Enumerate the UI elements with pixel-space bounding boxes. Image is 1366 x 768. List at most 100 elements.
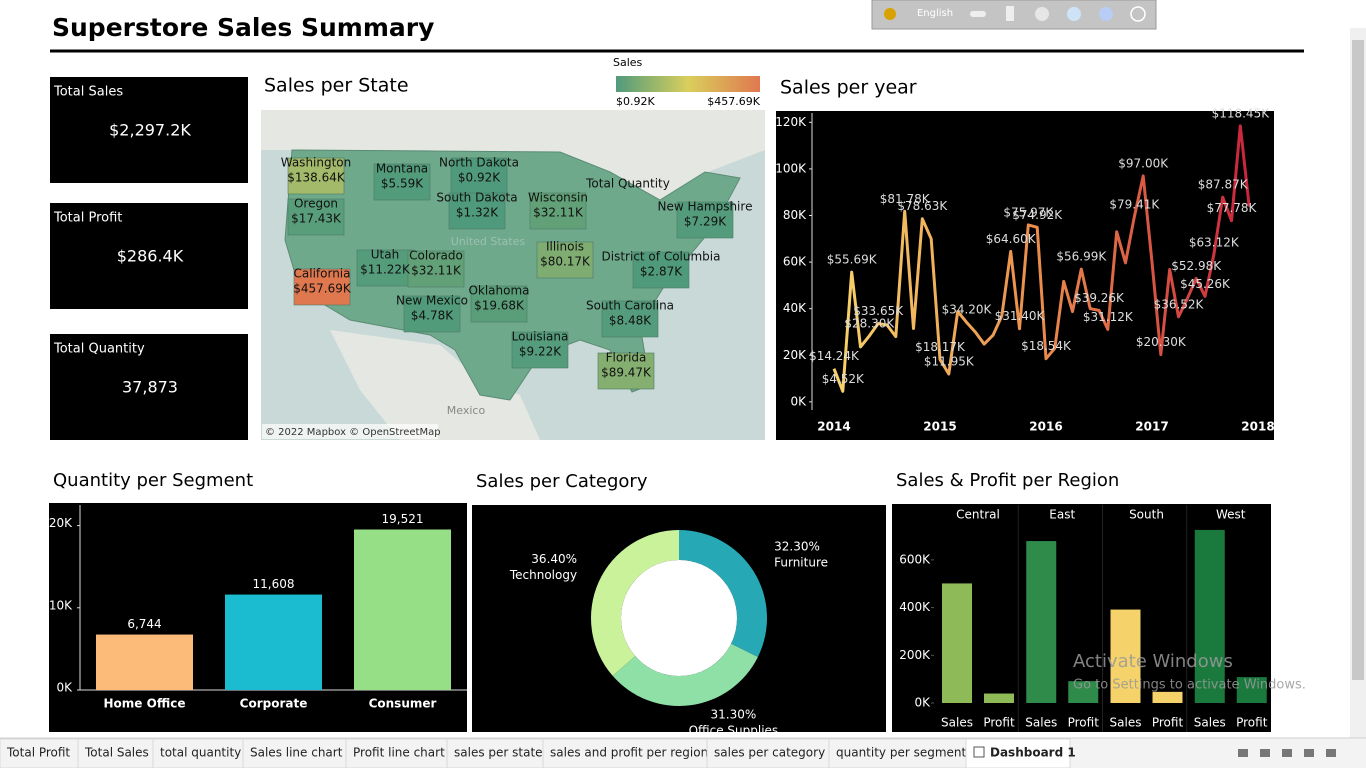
map-annotation: Mexico [447, 404, 486, 417]
y-tick-label: 0K [56, 681, 73, 695]
data-label: $14.24K [809, 349, 860, 363]
data-label: $31.12K [1083, 310, 1134, 324]
kpi-card [50, 203, 248, 309]
state [287, 198, 345, 236]
watermark-title: Activate Windows [1073, 651, 1233, 672]
donut-slice [591, 530, 679, 676]
kpi-label: Total Profit [53, 211, 122, 226]
y-tick-label: 60K [783, 255, 807, 269]
slice-name: Technology [509, 568, 577, 582]
x-tick-label: Consumer [369, 697, 437, 711]
watermark-subtitle: Go to Settings to activate Windows. [1073, 678, 1306, 693]
state-value: $17.43K [291, 212, 342, 226]
kpi-card [50, 77, 248, 183]
state-name: New Mexico [396, 294, 468, 308]
y-tick-label: 0K [790, 394, 807, 408]
data-label: $77.78K [1207, 201, 1258, 215]
bar [984, 693, 1014, 703]
kpi-value: $2,297.2K [109, 121, 191, 140]
state [403, 295, 461, 333]
tab-label[interactable]: Dashboard 1 [990, 746, 1076, 760]
state-name: Montana [376, 162, 428, 176]
nav-button[interactable] [1260, 749, 1270, 757]
toolbar-icon[interactable] [1035, 7, 1049, 21]
tab-label[interactable]: sales and profit per region [550, 746, 708, 760]
state-value: $5.59K [381, 177, 424, 191]
group-label: West [1216, 508, 1246, 522]
series-label: Profit [1152, 716, 1184, 730]
bar [354, 529, 451, 690]
chart-title: Sales per year [780, 77, 917, 99]
data-label: $18.17K [915, 340, 966, 354]
series-label: Profit [1236, 716, 1268, 730]
state-value: $457.69K [293, 282, 352, 296]
toolbar-icon[interactable] [970, 11, 986, 17]
tab-label[interactable]: total quantity [160, 746, 241, 760]
tab-label[interactable]: Total Profit [6, 746, 70, 760]
legend-max-label: $457.69K [707, 95, 760, 108]
toolbar-icon[interactable] [1130, 6, 1146, 22]
state-name: Oklahoma [468, 284, 529, 298]
nav-button[interactable] [1304, 749, 1314, 757]
x-tick-label: 2017 [1135, 420, 1168, 434]
map-annotation: Total Quantity [585, 177, 670, 191]
kpi-card [50, 334, 248, 440]
state-name: South Dakota [436, 191, 517, 205]
state [676, 201, 734, 239]
data-label: $31.40K [995, 309, 1046, 323]
bar [1194, 529, 1225, 703]
us-land [284, 149, 741, 401]
tab-label[interactable]: Sales line chart [250, 746, 343, 760]
tab-label[interactable]: Profit line chart [353, 746, 445, 760]
toolbar-icon[interactable] [1006, 6, 1014, 21]
y-tick-label: 20K [49, 516, 73, 530]
toolbar-icon[interactable] [1099, 7, 1113, 21]
tab[interactable] [706, 738, 830, 768]
nav-button[interactable] [1238, 749, 1248, 757]
data-label: $63.12K [1189, 235, 1240, 249]
tab-icon[interactable] [973, 746, 985, 758]
state-name: California [294, 267, 351, 281]
data-label: $78.63K [897, 199, 948, 213]
data-label: $52.98K [1171, 259, 1222, 273]
tab-label[interactable]: Total Sales [84, 746, 149, 760]
tab[interactable] [345, 738, 448, 768]
group-label: Central [956, 508, 1000, 522]
y-tick-label: 100K [775, 161, 807, 175]
state-value: $138.64K [287, 171, 346, 185]
tab[interactable] [242, 738, 347, 768]
y-tick-label: 120K [775, 115, 807, 129]
data-label: $11.95K [924, 355, 975, 369]
data-label: $55.69K [827, 253, 878, 267]
bar [942, 583, 972, 703]
slice-name: Furniture [774, 555, 828, 569]
data-label: $79.41K [1109, 197, 1160, 211]
attribution: © 2022 Mapbox © OpenStreetMap [265, 427, 441, 438]
tab-label[interactable]: sales per category [714, 746, 825, 760]
tab-label[interactable]: quantity per segment [836, 746, 967, 760]
bar [1110, 609, 1141, 703]
state-value: $9.22K [519, 345, 562, 359]
y-tick-label: 400K [899, 600, 931, 614]
tab[interactable] [965, 738, 1071, 768]
scrollbar-thumb[interactable] [1352, 40, 1364, 680]
toolbar-icon[interactable] [1067, 7, 1081, 21]
y-tick-label: 20K [783, 348, 807, 362]
nav-button[interactable] [1282, 749, 1292, 757]
bar [96, 634, 193, 690]
tab[interactable] [828, 738, 967, 768]
state-value: $32.11K [411, 264, 462, 278]
x-tick-label: Corporate [240, 697, 308, 711]
language-button[interactable]: English [917, 8, 953, 19]
state [597, 352, 655, 390]
y-tick-label: 80K [783, 208, 807, 222]
data-label: $81.78K [880, 192, 931, 206]
data-label: $39.26K [1074, 291, 1125, 305]
nav-button[interactable] [1326, 749, 1336, 757]
legend-gradient [616, 76, 760, 92]
data-label: $34.20K [942, 303, 993, 317]
toolbar-icon[interactable] [884, 8, 896, 20]
x-tick-label: 2014 [817, 420, 850, 434]
tab-label[interactable]: sales per state [454, 746, 543, 760]
tab[interactable] [77, 738, 154, 768]
